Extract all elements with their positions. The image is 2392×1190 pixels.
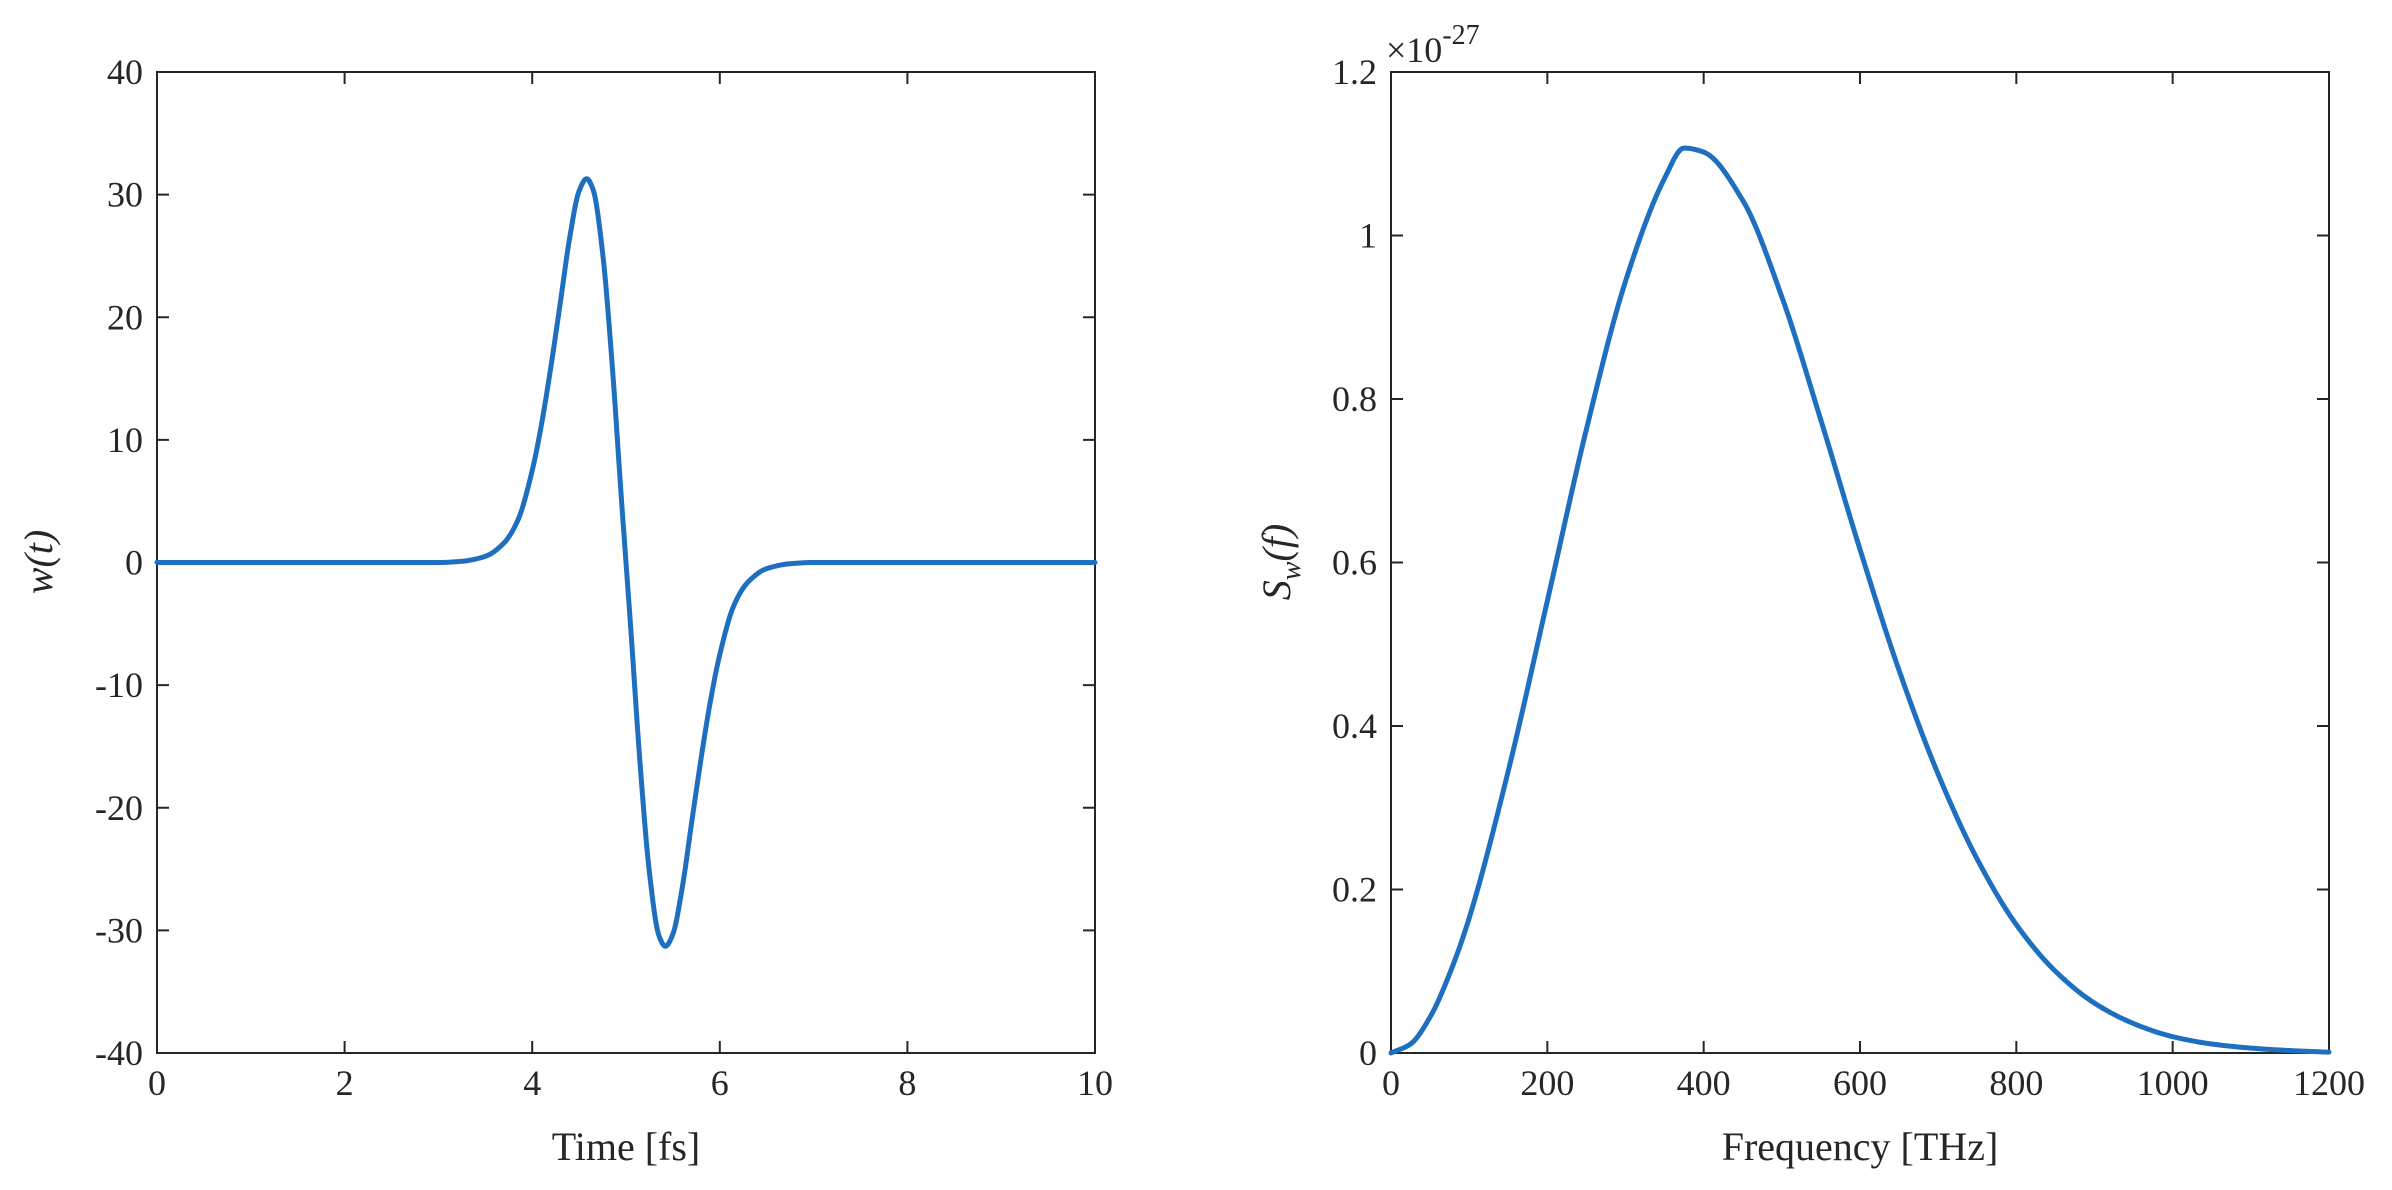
right-series-group	[1388, 145, 2332, 1056]
right-y-axis-title-base: S	[1254, 580, 1299, 600]
left-x-tick-label: 6	[711, 1063, 729, 1103]
right-exponent-label: ×10-27	[1386, 20, 1480, 70]
right-y-tick-label: 1	[1359, 216, 1377, 256]
left-y-axis-title-base: w	[16, 567, 61, 594]
right-y-tick-label: 0.2	[1332, 870, 1377, 910]
right-y-tick-label: 0	[1359, 1033, 1377, 1073]
left-y-tick-label: 20	[107, 297, 143, 337]
left-y-tick-label: 40	[107, 52, 143, 92]
right-x-tick-label: 400	[1677, 1063, 1731, 1103]
right-plot: 0 200 400 600 800 1000 1200 0 0.2 0.4 0.6 0.8 1 1.2 F…	[1254, 20, 2365, 1169]
right-plot-frame	[1390, 71, 2330, 1054]
left-x-axis-title: Time [fs]	[552, 1124, 701, 1169]
left-x-tick-label: 10	[1077, 1063, 1113, 1103]
left-y-tick-label: 10	[107, 420, 143, 460]
right-y-tick-label: 0.6	[1332, 543, 1377, 583]
right-y-tick-label: 0.8	[1332, 379, 1377, 419]
left-x-tick-label: 4	[523, 1063, 541, 1103]
right-x-tick-label: 800	[1989, 1063, 2043, 1103]
left-series-line	[154, 176, 1098, 949]
left-y-axis-title: w(t)	[16, 530, 61, 594]
right-x-axis-title: Frequency [THz]	[1722, 1124, 1999, 1169]
right-y-tick-label: 1.2	[1332, 52, 1377, 92]
left-y-tick-label: -20	[95, 788, 143, 828]
left-x-tick-label: 0	[148, 1063, 166, 1103]
right-x-tick-label: 1200	[2293, 1063, 2365, 1103]
left-y-tick-label: -30	[95, 910, 143, 950]
left-series-group	[154, 176, 1098, 949]
right-y-axis-title-arg: (f)	[1254, 524, 1299, 562]
left-tick-group: 0 2 4 6 8 10 -40 -30 -20 -10 0 10 20 30 40	[95, 52, 1113, 1103]
left-x-tick-label: 8	[898, 1063, 916, 1103]
right-x-tick-label: 200	[1520, 1063, 1574, 1103]
right-exponent-base: ×10	[1386, 30, 1442, 70]
right-y-axis-title: Sw(f)	[1254, 524, 1307, 600]
left-y-tick-label: -10	[95, 665, 143, 705]
right-series-line	[1388, 145, 2332, 1056]
left-plot: 0 2 4 6 8 10 -40 -30 -20 -10 0 10 20 30 40 Time [fs] w…	[16, 52, 1113, 1169]
left-y-tick-label: -40	[95, 1033, 143, 1073]
right-y-axis-title-sub: w	[1276, 561, 1307, 580]
right-y-tick-label: 0.4	[1332, 706, 1377, 746]
right-x-tick-label: 600	[1833, 1063, 1887, 1103]
right-exponent-power: -27	[1442, 20, 1479, 51]
left-y-tick-label: 0	[125, 543, 143, 583]
right-x-tick-label: 1000	[2137, 1063, 2209, 1103]
left-y-tick-label: 30	[107, 175, 143, 215]
right-x-tick-label: 0	[1382, 1063, 1400, 1103]
left-x-tick-label: 2	[336, 1063, 354, 1103]
left-y-axis-title-arg: (t)	[16, 530, 61, 568]
right-tick-group: 0 200 400 600 800 1000 1200 0 0.2 0.4 0.6 0.8 1 1.2	[1332, 52, 2365, 1103]
